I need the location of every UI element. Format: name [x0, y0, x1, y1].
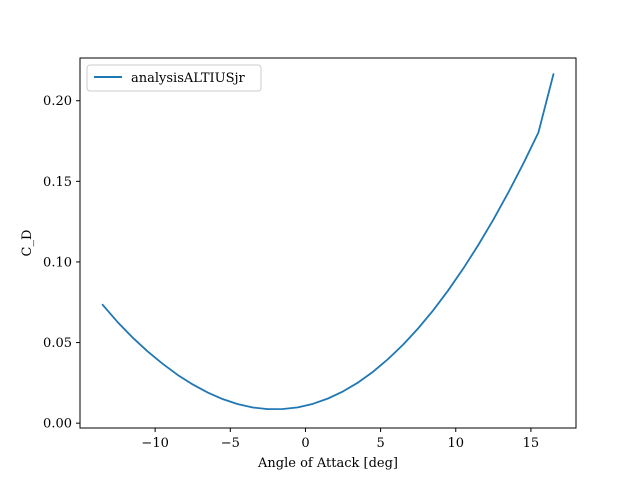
y-tick-label: 0.10 — [43, 255, 72, 270]
x-axis-label: Angle of Attack [deg] — [257, 456, 398, 471]
legend: analysisALTIUSjr — [86, 64, 262, 92]
x-tick-label: 5 — [376, 436, 384, 451]
x-tick-label: −5 — [221, 436, 240, 451]
y-tick-label: 0.20 — [43, 94, 72, 109]
axes-frame — [79, 57, 577, 429]
y-axis: 0.00 0.05 0.10 0.15 0.20 — [43, 94, 80, 432]
series-layer — [101, 73, 555, 411]
legend-box — [86, 64, 262, 92]
plot-area: −10 −5 0 5 10 15 0.00 0.05 0.10 0.15 0.20 — [43, 57, 577, 451]
x-tick-label: 10 — [447, 436, 464, 451]
y-axis-label: C_D — [20, 230, 35, 257]
series-line-0 — [101, 73, 555, 411]
y-tick-label: 0.05 — [43, 336, 72, 351]
legend-label: analysisALTIUSjr — [131, 71, 246, 86]
y-tick-label: 0.00 — [43, 417, 72, 432]
x-tick-label: 15 — [523, 436, 540, 451]
x-tick-label: −10 — [141, 436, 168, 451]
y-tick-label: 0.15 — [43, 175, 72, 190]
x-tick-label: 0 — [301, 436, 309, 451]
x-axis: −10 −5 0 5 10 15 — [141, 428, 539, 451]
